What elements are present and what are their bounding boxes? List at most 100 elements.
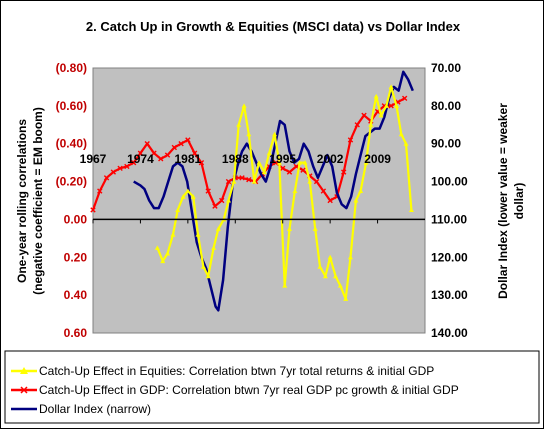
data-point <box>190 194 196 199</box>
legend-label: Catch-Up Effect in GDP: Correlation btwn… <box>39 383 459 397</box>
y-left-tick-label: (0.80) <box>56 61 87 75</box>
y-left-tick-label: (0.40) <box>56 137 87 151</box>
x-tick-label: 2009 <box>364 152 391 166</box>
data-point <box>383 103 389 108</box>
series-line <box>133 70 414 312</box>
data-point <box>185 188 191 194</box>
data-point <box>317 264 323 269</box>
data-point <box>286 169 293 175</box>
x-tick-label: 2002 <box>317 152 344 166</box>
data-point <box>394 103 400 108</box>
data-point <box>272 131 278 137</box>
data-point <box>215 226 221 231</box>
data-point <box>408 207 414 212</box>
data-point <box>361 112 367 119</box>
y-right-tick-label: 130.00 <box>431 288 468 302</box>
y-axis-left: (0.80) (0.60) (0.40) (0.20) 0.00 0.20 0.40 0.60 <box>56 61 88 340</box>
series-2 <box>133 70 414 312</box>
data-point <box>185 137 191 143</box>
data-point <box>354 122 360 128</box>
y-axis-right-label-line1: Dollar Index (lower value = weaker <box>496 103 510 299</box>
data-point <box>154 245 160 250</box>
data-point <box>286 226 292 231</box>
data-point <box>388 103 394 109</box>
data-point <box>198 159 205 166</box>
data-point <box>144 141 150 147</box>
y-right-tick-label: 70.00 <box>431 61 461 75</box>
data-point <box>110 169 117 175</box>
data-point <box>241 103 247 108</box>
data-point <box>363 160 369 165</box>
x-tick-label: 1981 <box>175 152 202 166</box>
y-left-tick-label: 0.60 <box>64 326 88 340</box>
data-point <box>343 296 349 301</box>
data-point <box>219 197 225 204</box>
data-point <box>164 152 171 158</box>
data-point <box>236 122 242 127</box>
data-point <box>130 159 137 166</box>
data-point <box>97 188 103 194</box>
data-point <box>300 167 306 173</box>
data-point <box>211 245 217 250</box>
y-right-tick-label: 90.00 <box>431 137 461 151</box>
x-tick-label: 1988 <box>222 152 249 166</box>
data-point <box>276 160 282 165</box>
data-point <box>401 95 408 101</box>
data-point <box>178 141 184 147</box>
y-right-tick-label: 120.00 <box>431 250 468 264</box>
data-point <box>151 150 157 156</box>
data-point <box>347 137 354 143</box>
y-right-tick-label: 100.00 <box>431 175 468 189</box>
x-tick-label: 1974 <box>127 152 154 166</box>
data-point <box>212 203 218 209</box>
data-point <box>117 165 123 172</box>
data-point <box>191 150 198 156</box>
plot-area <box>92 67 426 334</box>
data-point <box>327 197 333 204</box>
data-point <box>373 93 379 99</box>
data-point <box>256 160 262 165</box>
legend: Catch-Up Effect in Equities: Correlation… <box>4 350 540 424</box>
y-axis-right: 70.00 80.00 90.00 100.00 110.00 120.00 130.00 1… <box>431 61 468 340</box>
y-right-tick-label: 80.00 <box>431 99 461 113</box>
y-axis-left-label-line2: (negative coefficient = EM boom) <box>31 107 45 295</box>
data-point <box>353 198 359 203</box>
x-tick-label: 1995 <box>269 152 296 166</box>
data-point <box>251 179 257 184</box>
data-point <box>292 188 298 194</box>
y-axis-right-label-line2: dollar) <box>512 183 526 220</box>
data-point <box>327 254 333 260</box>
data-point <box>307 179 313 184</box>
data-point <box>297 160 303 165</box>
data-point <box>320 188 327 194</box>
data-point <box>313 178 320 185</box>
data-point <box>171 144 178 151</box>
data-point <box>347 254 353 260</box>
series-0 <box>154 84 414 301</box>
data-point <box>226 198 232 203</box>
data-point <box>302 160 308 165</box>
data-point <box>337 283 343 288</box>
data-point <box>388 84 394 89</box>
legend-marker <box>20 386 28 394</box>
data-point <box>282 283 288 288</box>
data-point <box>231 179 237 184</box>
data-point <box>368 122 374 127</box>
x-axis: 1967 1974 1981 1988 1995 2002 2009 <box>80 152 425 224</box>
data-point <box>358 188 364 194</box>
data-point <box>266 150 272 156</box>
data-point <box>340 169 347 175</box>
y-right-tick-label: 140.00 <box>431 326 468 340</box>
y-left-tick-label: 0.00 <box>64 212 88 226</box>
y-axis-left-label-line1: One-year rolling correlations <box>15 119 29 283</box>
legend-marker <box>20 367 28 374</box>
series-layer <box>90 70 414 312</box>
data-point <box>280 165 286 172</box>
data-point <box>225 178 232 185</box>
data-point <box>261 169 267 175</box>
data-point <box>205 273 211 279</box>
data-point <box>90 207 96 213</box>
data-point <box>205 188 211 194</box>
data-point <box>200 264 206 269</box>
